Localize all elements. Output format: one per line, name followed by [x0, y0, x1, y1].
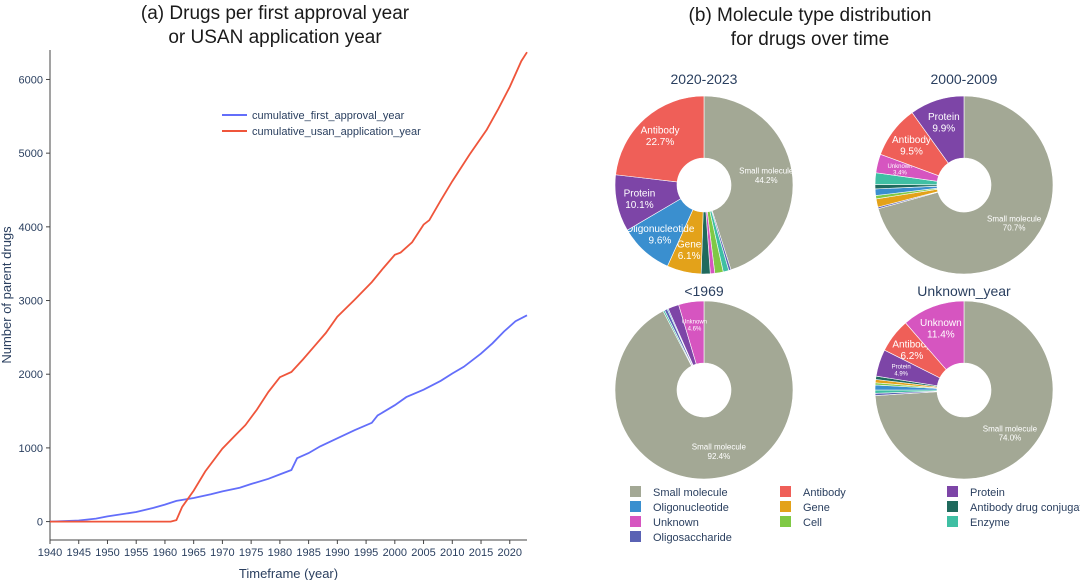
pie-title: <1969: [684, 283, 724, 299]
pie-charts-title-line1: (b) Molecule type distribution: [688, 5, 932, 26]
pie-title: Unknown_year: [917, 283, 1011, 299]
pie-slice-label: Protein 4.9%: [892, 365, 911, 378]
x-tick-label: 1970: [210, 547, 234, 559]
legend-swatch: [630, 501, 641, 512]
y-tick-label: 3000: [19, 296, 43, 308]
pie-slice-unknown: [905, 300, 965, 371]
pie-charts-title-line2: for drugs over time: [730, 29, 890, 50]
pie-slice-label: Antibody 22.7%: [641, 126, 680, 149]
pie-2: <1969 Small molecule 92.4% Unknown 4.6%: [614, 283, 794, 480]
cumulative-drugs-line-chart: 0 1000 2000 3000 4000 5000 6000 1940 1945 1950 195…: [0, 50, 528, 580]
y-tick-label: 5000: [19, 148, 43, 160]
legend-item-antibody: Antibody: [780, 486, 846, 499]
x-tick-label: 1960: [153, 547, 177, 559]
pie-charts-title: (b) Molecule type distribution for drugs…: [600, 4, 1020, 52]
legend-swatch: [630, 516, 641, 527]
line-chart-title-line2: or USAN application year: [168, 27, 382, 48]
pie-slice-protein: [911, 95, 965, 164]
legend-item-antibody-drug-conjugate: Antibody drug conjugate: [947, 501, 1080, 514]
x-tick-label: 1985: [296, 547, 320, 559]
legend-swatch: [947, 501, 958, 512]
x-tick-label: 1995: [354, 547, 378, 559]
pie-slice-label: Unknown 11.4%: [920, 318, 962, 341]
pie-slice-small-molecule: [703, 95, 794, 271]
x-tick-label: 1955: [124, 547, 148, 559]
pie-1: 2000-2009 Small molecule 70.7% Unknown 3.4% A…: [874, 71, 1054, 275]
pie-slice-label: Small molecule 92.4%: [692, 443, 747, 461]
y-tick-label: 0: [37, 517, 43, 529]
legend-item-protein: Protein: [947, 486, 1005, 499]
x-tick-label: 2015: [469, 547, 493, 559]
pie-title: 2020-2023: [671, 71, 738, 87]
line-chart-title-line1: (a) Drugs per first approval year: [140, 3, 410, 24]
legend-label-cumulative_usan_application_year: cumulative_usan_application_year: [252, 126, 421, 138]
y-tick-label: 4000: [19, 222, 43, 234]
line-chart-title: (a) Drugs per first approval year or USA…: [60, 2, 490, 50]
legend-item-gene: Gene: [780, 501, 830, 514]
legend-swatch: [630, 531, 641, 542]
pie-slice-label: Small molecule 44.2%: [739, 167, 794, 185]
legend-label: Enzyme: [970, 517, 1010, 529]
x-tick-label: 1950: [95, 547, 119, 559]
x-tick-label: 2010: [440, 547, 464, 559]
pie-slice-label: Antibody 9.5%: [892, 135, 931, 158]
legend-item-small-molecule: Small molecule: [630, 486, 728, 499]
x-tick-label: 1990: [325, 547, 349, 559]
series-line-cumulative_first_approval_year: [49, 314, 528, 523]
pie-3: Unknown_year Small molecule 74.0% Protein 4.…: [874, 283, 1054, 480]
x-tick-label: 1940: [38, 547, 62, 559]
x-axis-title: Timeframe (year): [239, 566, 338, 580]
pie-slice-label: Unknown 4.6%: [682, 319, 707, 332]
pie-title: 2000-2009: [931, 71, 998, 87]
legend-label: Oligonucleotide: [653, 502, 729, 514]
legend-swatch: [947, 516, 958, 527]
pie-slice-label: Small molecule 74.0%: [983, 425, 1038, 443]
legend-item-oligonucleotide: Oligonucleotide: [630, 501, 729, 514]
pie-slice-label: Antibody 6.2%: [892, 340, 931, 363]
legend-item-unknown: Unknown: [630, 516, 699, 529]
x-tick-label: 1965: [181, 547, 205, 559]
legend-swatch: [780, 516, 791, 527]
x-tick-label: 2005: [411, 547, 435, 559]
y-tick-label: 1000: [19, 443, 43, 455]
pie-slice-label: Protein 10.1%: [624, 189, 656, 212]
y-tick-label: 6000: [19, 74, 43, 86]
x-tick-label: 1980: [268, 547, 292, 559]
pie-slice-small-molecule: [614, 300, 794, 480]
legend-item-enzyme: Enzyme: [947, 516, 1010, 529]
x-tick-label: 1975: [239, 547, 263, 559]
legend-label: Oligosaccharide: [653, 532, 732, 544]
x-tick-label: 2000: [383, 547, 407, 559]
legend-label: Antibody drug conjugate: [970, 502, 1080, 514]
series-line-cumulative_usan_application_year: [50, 51, 528, 523]
pie-slice-antibody: [615, 95, 705, 183]
pie-slice-small-molecule: [877, 95, 1054, 275]
legend-label: Small molecule: [653, 487, 728, 499]
y-axis-title: Number of parent drugs: [0, 226, 14, 364]
legend-swatch: [947, 486, 958, 497]
y-tick-label: 2000: [19, 369, 43, 381]
legend-label: Protein: [970, 487, 1005, 499]
legend-label: Cell: [803, 517, 822, 529]
pie-slice-label: Oligonucleotide 9.6%: [625, 224, 694, 247]
x-tick-label: 1945: [66, 547, 90, 559]
pie-slice-small-molecule: [874, 300, 1054, 480]
pie-slice-label: Small molecule 70.7%: [987, 215, 1042, 233]
legend-swatch: [780, 486, 791, 497]
pie-slice-label: Unknown 3.4%: [887, 164, 912, 177]
pie-slice-label: Protein 9.9%: [928, 112, 960, 135]
legend-label: Antibody: [803, 487, 846, 499]
pie-0: 2020-2023 Small molecule 44.2% Gene 6.1%Olig…: [614, 71, 794, 275]
legend-label-cumulative_first_approval_year: cumulative_first_approval_year: [252, 110, 405, 122]
pie-slice-unknown: [678, 300, 705, 365]
legend-label: Gene: [803, 502, 830, 514]
x-tick-label: 2020: [498, 547, 522, 559]
legend-swatch: [630, 486, 641, 497]
pie-slice-label: Gene 6.1%: [677, 239, 702, 262]
legend-swatch: [780, 501, 791, 512]
legend-label: Unknown: [653, 517, 699, 529]
legend-item-cell: Cell: [780, 516, 822, 529]
legend-item-oligosaccharide: Oligosaccharide: [630, 531, 732, 544]
